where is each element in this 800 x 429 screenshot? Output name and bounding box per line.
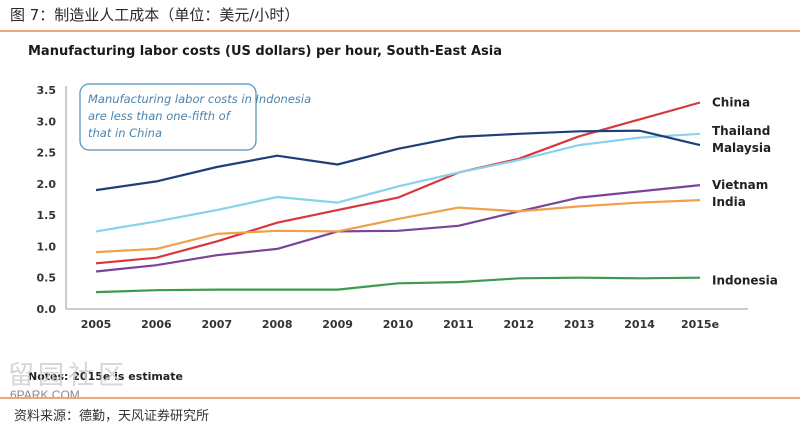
y-tick-label: 1.0 <box>37 240 57 253</box>
chart-note: Notes: 2015e is estimate <box>28 370 183 383</box>
watermark-logo: 留园社区 <box>8 361 129 391</box>
x-tick-label: 2009 <box>322 318 353 331</box>
annotation-box: Manufacturing labor costs in Indonesia ar… <box>79 83 311 151</box>
chart-lines <box>95 101 701 294</box>
x-tick-label: 2011 <box>443 318 474 331</box>
annotation-line: Manufacturing labor costs in Indonesia <box>88 92 311 106</box>
series-label-india: India <box>712 195 746 209</box>
x-tick-label: 2012 <box>503 318 534 331</box>
y-tick-label: 2.0 <box>37 178 57 191</box>
x-tick-label: 2008 <box>262 318 293 331</box>
x-tick-label: 2007 <box>201 318 232 331</box>
series-label-malaysia: Malaysia <box>712 141 771 155</box>
x-tick-label: 2010 <box>383 318 414 331</box>
series-line-vietnam <box>95 184 701 273</box>
x-tick-label: 2005 <box>81 318 112 331</box>
y-tick-label: 0.0 <box>37 303 57 316</box>
series-label-thailand: Thailand <box>712 124 770 138</box>
chart-axes: 0.0 0.5 1.0 1.5 2.0 2.5 3.0 3.5 2005 2006 2007 2008… <box>37 84 748 331</box>
top-divider <box>0 30 800 32</box>
y-tick-label: 3.0 <box>37 115 57 128</box>
series-labels: China Thailand Malaysia Vietnam India Indones… <box>712 96 778 288</box>
y-tick-label: 3.5 <box>37 84 57 97</box>
watermark-url: 6PARK.COM <box>10 388 80 402</box>
source-text: 资料来源：德勤，天风证券研究所 <box>14 409 210 424</box>
bottom-divider <box>0 397 800 399</box>
x-tick-label: 2014 <box>624 318 655 331</box>
series-line-thailand <box>95 132 701 233</box>
series-line-indonesia <box>95 276 701 294</box>
x-tick-label: 2015e <box>681 318 719 331</box>
figure-title: 图 7：制造业人工成本（单位：美元/小时） <box>10 6 300 24</box>
x-tick-label: 2013 <box>564 318 595 331</box>
y-tick-label: 2.5 <box>37 147 57 160</box>
series-line-india <box>95 199 701 254</box>
annotation-line: are less than one-fifth of <box>88 109 232 123</box>
series-label-vietnam: Vietnam <box>712 178 768 192</box>
annotation-frame <box>79 83 257 151</box>
series-label-indonesia: Indonesia <box>712 274 778 288</box>
series-line-malaysia <box>95 129 701 192</box>
annotation-line: that in China <box>88 126 162 140</box>
x-tick-label: 2006 <box>141 318 172 331</box>
chart-title: Manufacturing labor costs (US dollars) p… <box>28 44 502 59</box>
series-label-china: China <box>712 96 750 110</box>
y-tick-label: 1.5 <box>37 209 57 222</box>
y-tick-label: 0.5 <box>37 272 57 285</box>
